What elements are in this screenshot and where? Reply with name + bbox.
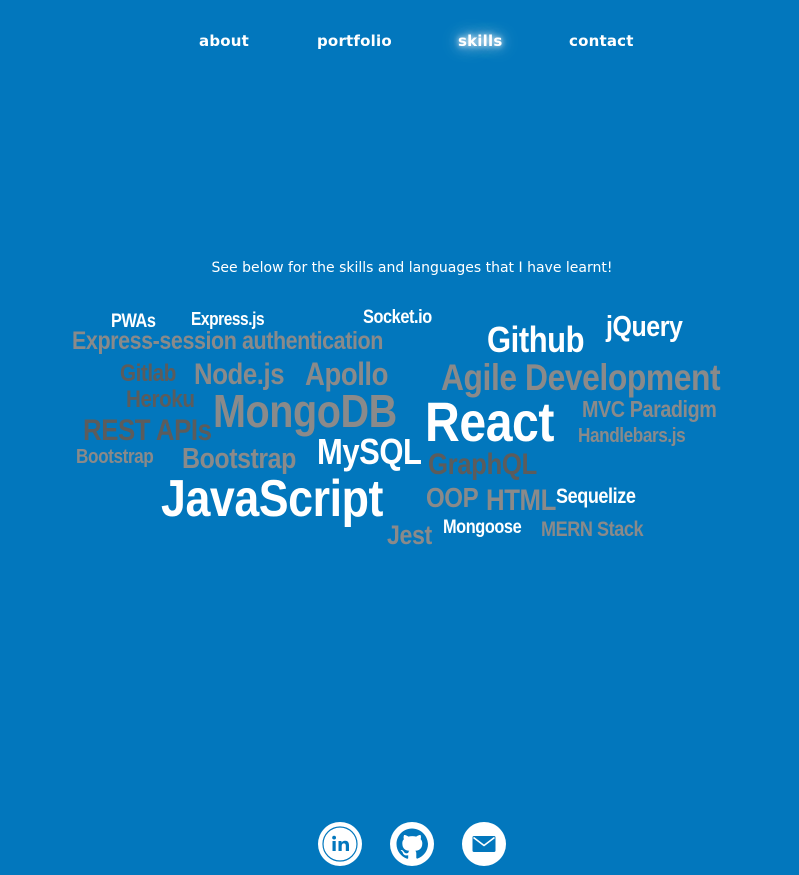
skill-github: Github xyxy=(487,319,585,360)
nav-contact[interactable]: contact xyxy=(569,32,634,50)
skill-gitlab: Gitlab xyxy=(120,360,176,387)
skill-graphql: GraphQL xyxy=(428,448,537,481)
skill-apollo: Apollo xyxy=(305,356,389,392)
linkedin-icon xyxy=(319,823,361,865)
email-link[interactable] xyxy=(462,822,506,866)
skill-pwas: PWAs xyxy=(111,311,156,332)
skill-socket-io: Socket.io xyxy=(363,307,432,328)
nav-skills[interactable]: skills xyxy=(458,32,503,50)
skill-rest-apis: REST APIs xyxy=(83,414,212,447)
skill-bootstrap-small: Bootstrap xyxy=(76,446,154,468)
skill-sequelize: Sequelize xyxy=(556,485,636,508)
skill-react: React xyxy=(425,390,555,453)
skill-javascript: JavaScript xyxy=(161,470,383,528)
skill-mern-stack: MERN Stack xyxy=(541,518,644,541)
skill-agile-development: Agile Development xyxy=(441,357,721,398)
skill-bootstrap: Bootstrap xyxy=(182,443,296,475)
skill-html: HTML xyxy=(486,484,556,517)
nav-portfolio[interactable]: portfolio xyxy=(317,32,392,50)
skill-mvc-paradigm: MVC Paradigm xyxy=(582,396,717,422)
skill-mongodb: MongoDB xyxy=(213,385,397,437)
nav-about[interactable]: about xyxy=(199,32,250,50)
skill-mysql: MySQL xyxy=(317,431,422,472)
main-nav: about portfolio skills contact xyxy=(0,30,799,56)
skill-express-js: Express.js xyxy=(191,309,265,329)
github-icon xyxy=(391,823,433,865)
social-footer xyxy=(0,820,799,868)
email-icon xyxy=(463,823,505,865)
github-link[interactable] xyxy=(390,822,434,866)
skill-mongoose: Mongoose xyxy=(443,517,522,538)
skills-intro-text: See below for the skills and languages t… xyxy=(211,260,613,276)
skill-express-session-auth: Express-session authentication xyxy=(72,327,383,355)
skill-handlebars-js: Handlebars.js xyxy=(578,425,686,447)
skill-heroku: Heroku xyxy=(126,386,195,413)
skill-oop: OOP xyxy=(426,482,479,513)
linkedin-link[interactable] xyxy=(318,822,362,866)
skill-jest: Jest xyxy=(387,520,432,550)
skill-node-js: Node.js xyxy=(194,358,285,391)
skill-jquery: jQuery xyxy=(606,311,683,343)
